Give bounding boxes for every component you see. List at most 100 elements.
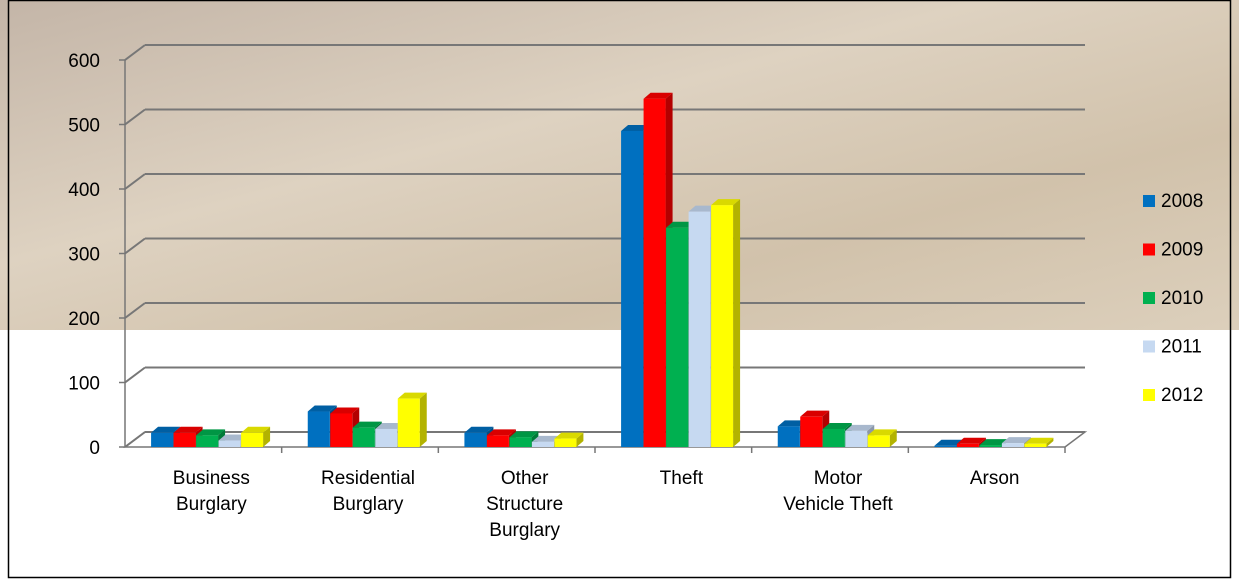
legend-swatch (1143, 389, 1155, 401)
bar-top (173, 426, 203, 433)
bar-top (979, 439, 1009, 446)
bar-top (934, 439, 964, 446)
y-tick-label: 400 (68, 180, 100, 201)
grid-line-side (124, 366, 146, 384)
bar (173, 432, 196, 447)
bar-top (196, 429, 226, 436)
x-tick-label: Motor Vehicle Theft (783, 468, 893, 515)
legend-label: 2009 (1161, 240, 1203, 261)
bar-top (643, 92, 673, 99)
bar-top (330, 407, 360, 414)
bar (688, 211, 711, 447)
bar-side (889, 429, 897, 447)
bar-top (375, 422, 405, 429)
bar-top (688, 205, 718, 212)
bar (375, 428, 398, 447)
grid-line-side (124, 302, 146, 319)
bar (867, 435, 890, 447)
bar (218, 440, 241, 447)
bar (554, 438, 577, 447)
legend-label: 2012 (1161, 385, 1203, 406)
bar (979, 445, 1002, 447)
bar (464, 432, 487, 447)
bar (934, 445, 957, 447)
y-tick-label: 200 (68, 309, 100, 330)
bar (1001, 443, 1024, 447)
bar-top (621, 124, 651, 131)
bar-side (419, 392, 427, 447)
bar (151, 432, 174, 447)
bar-side (576, 432, 584, 447)
bar (509, 437, 532, 447)
bar-top (666, 221, 696, 228)
y-tick-label: 600 (68, 51, 100, 72)
bar-top (509, 431, 539, 438)
bar (307, 411, 330, 447)
bar-top (1001, 437, 1031, 444)
grid-line-side (124, 44, 146, 61)
bar (621, 130, 644, 447)
bar (711, 205, 734, 447)
bar (352, 427, 375, 447)
x-tick-label: Arson (969, 468, 1020, 489)
chart-border (7, 0, 1232, 579)
y-tick-label: 0 (89, 438, 100, 459)
legend-label: 2008 (1161, 191, 1203, 212)
bar-top (352, 421, 382, 428)
bar-top (241, 426, 271, 433)
bar (956, 443, 979, 447)
bar-top (956, 437, 986, 444)
background-photo (0, 0, 1239, 330)
bar (643, 98, 666, 447)
bar-side (733, 199, 741, 447)
legend-swatch (1143, 195, 1155, 207)
y-tick-label: 100 (68, 374, 100, 395)
bar-top (1024, 437, 1054, 444)
grid-line-side (124, 173, 146, 190)
legend-swatch (1143, 292, 1155, 304)
legend-swatch (1143, 340, 1155, 353)
y-tick-label: 300 (68, 245, 100, 266)
bar-side (1046, 437, 1054, 447)
bar (800, 416, 823, 447)
bar (777, 426, 800, 447)
y-tick-label: 500 (68, 116, 100, 137)
bar-top (151, 426, 181, 433)
bar-top (486, 429, 516, 436)
grid-line-side (124, 237, 146, 255)
bar-top (777, 420, 807, 427)
bar-top (800, 410, 830, 417)
legend-swatch (1143, 243, 1155, 256)
bar-side (263, 426, 271, 447)
bar-top (218, 434, 248, 441)
bar (845, 430, 868, 447)
bar (1024, 443, 1047, 447)
grid-line-side (124, 108, 146, 126)
bar-top (397, 392, 427, 399)
bar (531, 441, 554, 447)
bar-top (867, 429, 897, 436)
grid-line-side (124, 431, 146, 448)
bar-top (822, 422, 852, 429)
bar-top (845, 424, 875, 431)
bar (666, 227, 689, 447)
bar-top (554, 432, 584, 439)
legend-label: 2010 (1161, 288, 1203, 309)
bar-top (531, 435, 561, 442)
bar (822, 428, 845, 447)
bar (330, 413, 353, 447)
bar-top (711, 199, 741, 206)
legend-label: 2011 (1161, 337, 1202, 358)
bar (486, 435, 509, 447)
x-tick-label: Other Structure Burglary (486, 468, 564, 541)
bar-top (464, 426, 494, 433)
bar (196, 435, 219, 447)
bar (241, 432, 264, 447)
bar-top (307, 405, 337, 412)
bar (397, 398, 420, 447)
x-tick-label: Theft (659, 468, 703, 489)
x-tick-label: Business Burglary (172, 468, 250, 515)
x-tick-label: Residential Burglary (321, 468, 415, 515)
